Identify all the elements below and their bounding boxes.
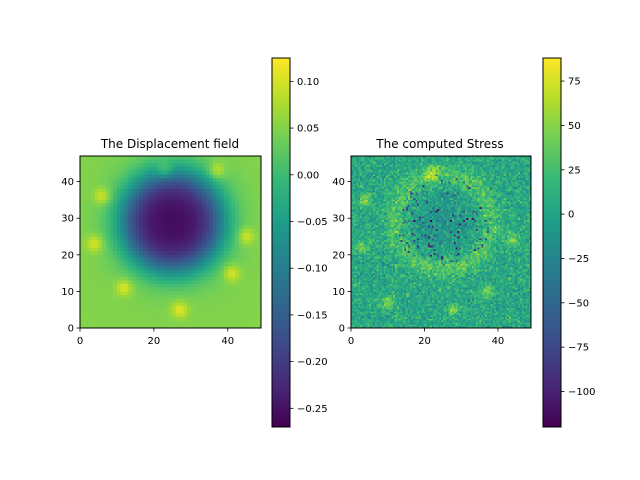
displacement-colorbar-tick-label: −0.05 [297,217,328,228]
displacement-colorbar [272,58,290,427]
displacement-ticks: 0 20 40 0 10 20 30 40 [61,177,234,347]
displacement-y-tick-label: 10 [61,287,74,298]
stress-heatmap [351,156,531,328]
displacement-x-tick-label: 0 [77,336,83,347]
stress-colorbar-tick-label: 50 [568,121,581,132]
displacement-colorbar-ticks: 0.10 0.05 0.00 −0.05 −0.10 −0.15 −0.20 −0.25 [290,77,328,415]
stress-y-tick-label: 0 [339,324,345,335]
displacement-chart: The Displacement field 0 20 40 0 10 20 30 40 0.… [61,57,328,428]
stress-colorbar-tick-label: −100 [568,387,595,398]
stress-y-tick-label: 40 [332,177,345,188]
stress-axes-frame [350,155,532,329]
stress-ticks: 0 20 40 0 10 20 30 40 [332,177,504,347]
displacement-colorbar-tick-label: 0.05 [297,124,319,135]
stress-colorbar [543,58,561,427]
stress-y-tick-label: 10 [332,287,345,298]
displacement-x-tick-label: 20 [148,336,161,347]
displacement-title: The Displacement field [100,137,239,151]
stress-colorbar-tick-label: 25 [568,165,581,176]
displacement-colorbar-tick-label: −0.25 [297,404,328,415]
stress-x-tick-label: 40 [492,336,505,347]
stress-colorbar-tick-label: −50 [568,298,589,309]
displacement-y-tick-label: 30 [61,214,74,225]
displacement-x-tick-label: 40 [221,336,234,347]
displacement-y-tick-label: 20 [61,250,74,261]
stress-colorbar-frame [542,57,562,428]
stress-title: The computed Stress [375,137,503,151]
stress-y-tick-label: 20 [332,250,345,261]
displacement-y-tick-label: 0 [68,324,74,335]
stress-x-tick-label: 20 [418,336,431,347]
displacement-colorbar-tick-label: −0.20 [297,357,328,368]
displacement-y-tick-label: 40 [61,177,74,188]
displacement-colorbar-tick-label: −0.15 [297,310,328,321]
stress-colorbar-ticks: 75 50 25 0 −25 −50 −75 −100 [561,77,595,398]
stress-x-tick-label: 0 [348,336,354,347]
stress-y-tick-label: 30 [332,214,345,225]
displacement-colorbar-tick-label: 0.00 [297,170,319,181]
stress-colorbar-tick-label: 75 [568,77,581,88]
stress-colorbar-tick-label: 0 [568,210,574,221]
displacement-axes-frame [79,155,262,329]
displacement-colorbar-tick-label: −0.10 [297,264,328,275]
stress-chart: The computed Stress 0 20 40 0 10 20 30 40 75 50 2… [332,57,595,428]
displacement-colorbar-frame [271,57,291,428]
displacement-colorbar-tick-label: 0.10 [297,77,319,88]
displacement-heatmap [80,156,261,328]
stress-colorbar-tick-label: −25 [568,254,589,265]
stress-colorbar-tick-label: −75 [568,343,589,354]
